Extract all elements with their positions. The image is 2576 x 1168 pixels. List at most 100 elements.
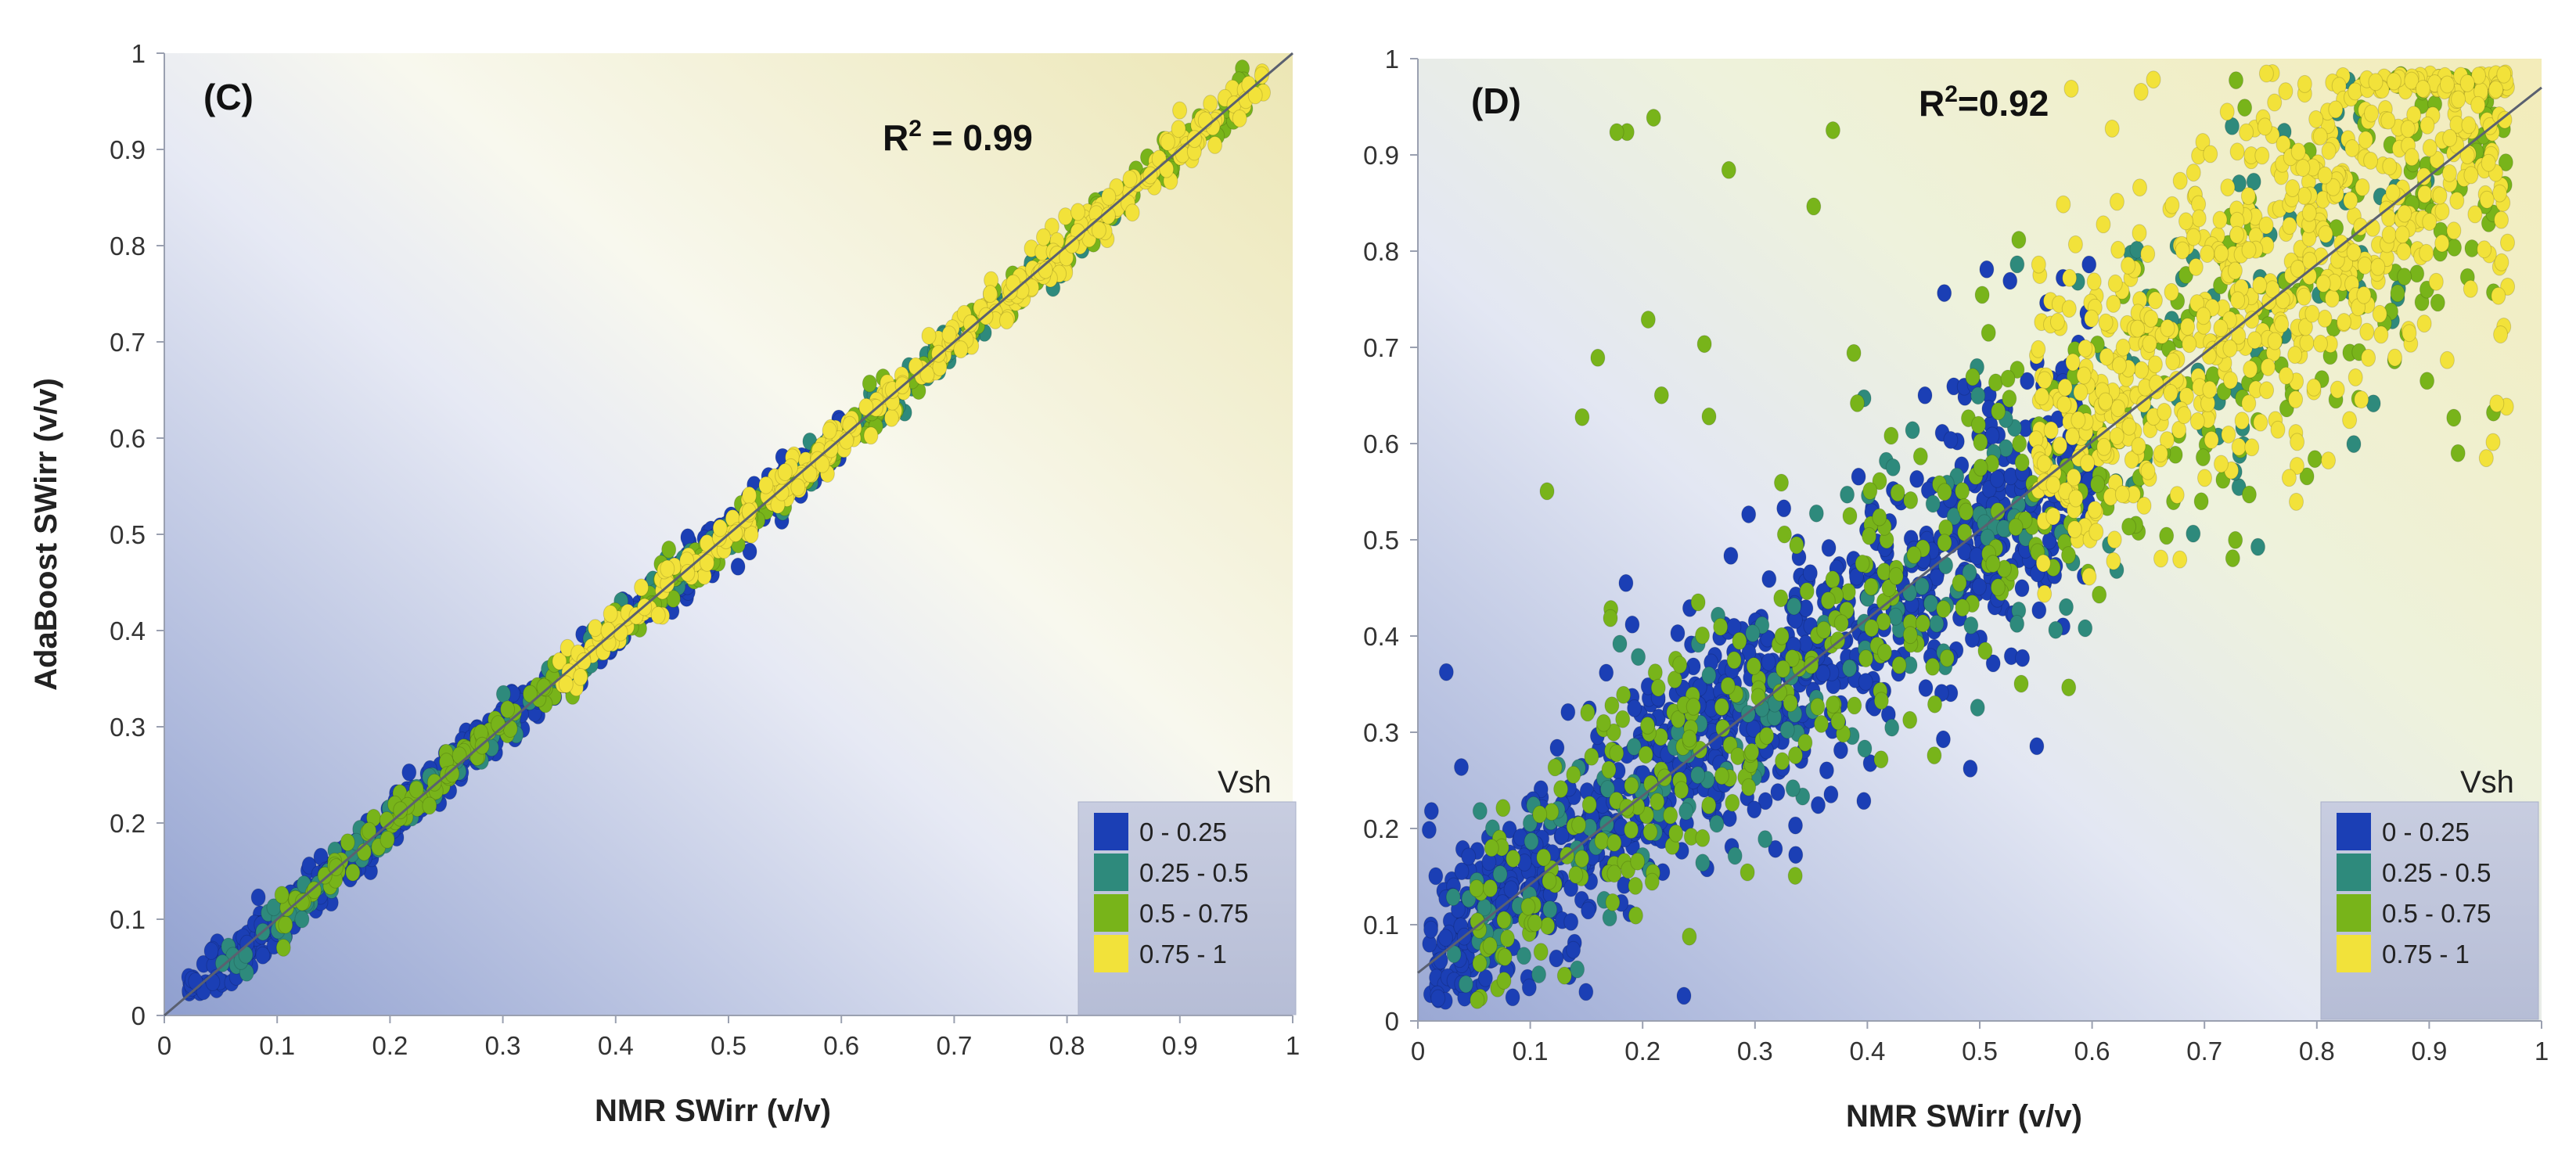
scatter-point: [1006, 274, 1021, 293]
scatter-point: [2354, 390, 2369, 409]
scatter-point: [2278, 82, 2294, 101]
scatter-point: [1492, 864, 1508, 883]
scatter-point: [1851, 467, 1866, 486]
r-squared-annotation: R2=0.92: [1919, 81, 2049, 124]
scatter-point: [2153, 444, 2168, 463]
scatter-point: [2229, 142, 2245, 161]
scatter-point: [2493, 325, 2509, 343]
scatter-point: [1826, 695, 1840, 714]
scatter-point: [1850, 394, 1865, 412]
scatter-point: [1774, 627, 1790, 645]
scatter-point: [2355, 178, 2370, 196]
scatter-point: [1542, 872, 1557, 890]
scatter-point: [2346, 435, 2362, 454]
scatter-point: [2229, 71, 2243, 90]
scatter-point: [1503, 880, 1519, 899]
scatter-point: [2364, 104, 2379, 123]
scatter-point: [2254, 146, 2270, 165]
scatter-point: [2147, 355, 2163, 374]
scatter-point: [2037, 371, 2053, 390]
scatter-point: [1929, 568, 1945, 587]
scatter-point: [1872, 472, 1887, 491]
scatter-point: [1990, 578, 2006, 597]
scatter-point: [2188, 257, 2204, 276]
scatter-point: [2225, 549, 2240, 568]
x-tick-label: 0.9: [1162, 1031, 1198, 1060]
scatter-point: [2237, 99, 2253, 117]
scatter-point: [634, 578, 649, 597]
scatter-point: [2115, 338, 2131, 357]
scatter-point: [2348, 82, 2363, 101]
scatter-point: [2343, 191, 2358, 210]
scatter-point: [2276, 135, 2291, 153]
scatter-point: [2231, 437, 2247, 456]
scatter-point: [2397, 268, 2412, 286]
scatter-point: [2219, 102, 2235, 121]
y-tick-label: 0.3: [1363, 718, 1399, 747]
scatter-point: [1814, 714, 1829, 733]
scatter-point: [2259, 381, 2275, 400]
scatter-point: [1723, 546, 1739, 565]
x-tick-label: 0.6: [2074, 1037, 2110, 1066]
scatter-point: [2308, 110, 2324, 128]
scatter-point: [1784, 649, 1800, 667]
scatter-point: [1758, 830, 1773, 849]
scatter-point: [2130, 319, 2146, 338]
scatter-point: [2307, 450, 2322, 469]
scatter-point: [2086, 272, 2102, 291]
legend-label: 0.5 - 0.75: [2382, 899, 2491, 928]
scatter-point: [1516, 947, 1531, 965]
scatter-point: [2451, 90, 2466, 109]
scatter-point: [1539, 482, 1555, 501]
scatter-point: [1847, 696, 1862, 715]
scatter-point: [1783, 694, 1798, 713]
scatter-point: [2106, 530, 2122, 549]
scatter-point: [1857, 739, 1873, 758]
scatter-point: [2133, 82, 2149, 101]
scatter-point: [294, 910, 310, 929]
scatter-point: [2241, 241, 2257, 259]
x-tick-label: 0.6: [823, 1031, 859, 1060]
scatter-point: [2191, 209, 2207, 228]
scatter-point: [1727, 846, 1743, 865]
y-tick-label: 0: [131, 1001, 146, 1030]
scatter-point: [1970, 415, 1986, 434]
scatter-point: [2470, 95, 2486, 114]
x-tick-label: 0.5: [711, 1031, 747, 1060]
scatter-point: [2274, 314, 2290, 333]
scatter-point: [2400, 120, 2416, 138]
scatter-point: [2382, 157, 2398, 176]
scatter-point: [2196, 307, 2211, 325]
scatter-point: [1580, 703, 1596, 722]
scatter-point: [1650, 792, 1665, 811]
scatter-point: [1744, 742, 1760, 761]
y-tick-label: 0: [1385, 1007, 1399, 1036]
scatter-point: [2131, 437, 2146, 455]
scatter-point: [1626, 738, 1642, 756]
scatter-point: [2491, 286, 2506, 305]
scatter-point: [2422, 213, 2437, 232]
scatter-point: [205, 973, 221, 991]
scatter-point: [1484, 839, 1499, 857]
legend-label: 0 - 0.25: [1139, 818, 1227, 846]
scatter-point: [2479, 190, 2495, 209]
scatter-point: [2422, 138, 2437, 157]
scatter-point: [2172, 550, 2188, 569]
scatter-point: [1891, 656, 1907, 674]
scatter-point: [250, 888, 266, 907]
scatter-point: [2078, 339, 2093, 358]
scatter-point: [2053, 436, 2067, 455]
scatter-point: [2132, 178, 2147, 197]
scatter-point: [1640, 311, 1656, 329]
scatter-point: [2267, 93, 2283, 112]
scatter-point: [2175, 241, 2190, 260]
scatter-point: [2045, 476, 2061, 494]
scatter-point: [1590, 348, 1606, 367]
scatter-point: [1872, 508, 1887, 526]
scatter-point: [1521, 978, 1537, 997]
scatter-point: [2441, 164, 2457, 182]
scatter-point: [2252, 276, 2268, 294]
scatter-point: [2253, 413, 2268, 432]
scatter-point: [2228, 530, 2243, 549]
